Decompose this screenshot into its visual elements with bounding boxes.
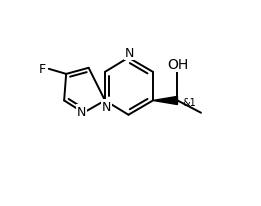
Text: &1: &1 bbox=[182, 98, 196, 108]
Text: OH: OH bbox=[167, 57, 188, 71]
Text: N: N bbox=[102, 101, 111, 114]
Text: F: F bbox=[39, 63, 46, 76]
Polygon shape bbox=[153, 97, 177, 105]
Text: N: N bbox=[125, 47, 134, 60]
Text: N: N bbox=[77, 106, 86, 119]
